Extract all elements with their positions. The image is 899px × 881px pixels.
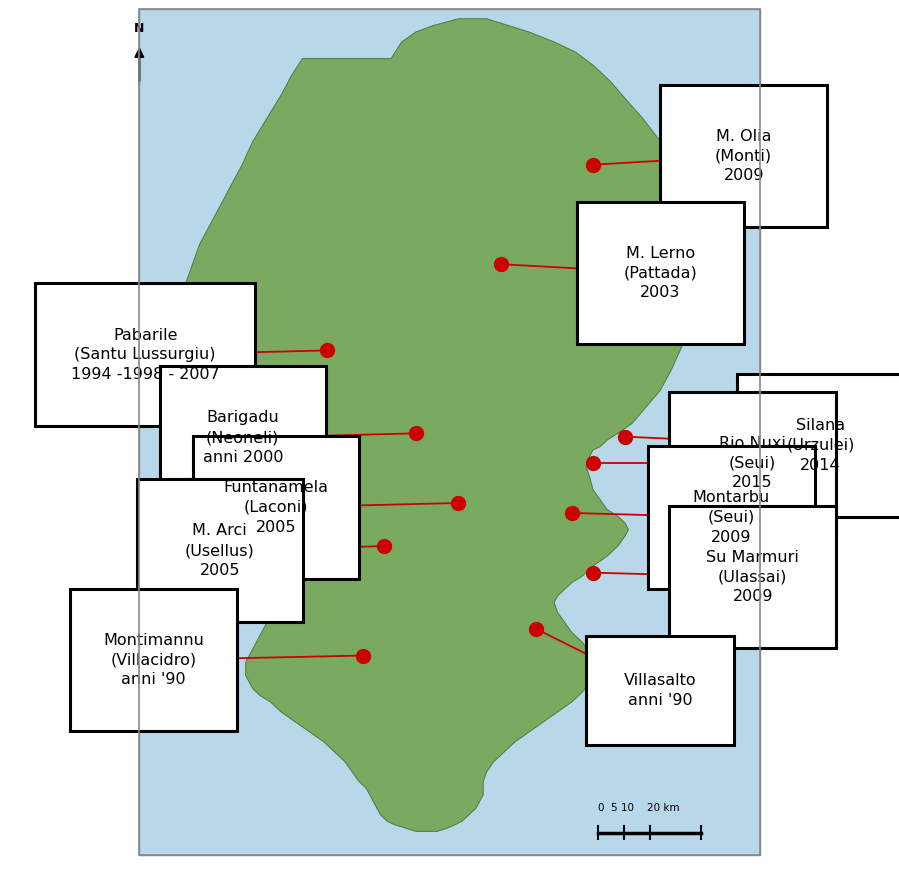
Point	[586, 158, 601, 172]
FancyBboxPatch shape	[586, 636, 734, 745]
Text: Barigadu
(Neoneli)
anni 2000: Barigadu (Neoneli) anni 2000	[202, 411, 283, 465]
Point	[355, 648, 369, 663]
Point	[586, 566, 601, 580]
FancyBboxPatch shape	[577, 202, 743, 344]
Point	[565, 506, 579, 520]
Point	[409, 426, 423, 440]
Bar	[139, 9, 760, 855]
Text: M. Lerno
(Pattada)
2003: M. Lerno (Pattada) 2003	[624, 246, 698, 300]
Text: Su Marmuri
(Ulassai)
2009: Su Marmuri (Ulassai) 2009	[707, 550, 799, 604]
Point	[530, 622, 544, 636]
Point	[494, 257, 508, 271]
FancyBboxPatch shape	[670, 506, 836, 648]
Point	[451, 496, 466, 510]
FancyBboxPatch shape	[670, 392, 836, 535]
Polygon shape	[174, 19, 699, 832]
Text: Rio Nuxi
(Seui)
2015: Rio Nuxi (Seui) 2015	[719, 436, 786, 491]
Text: M. Olia
(Monti)
2009: M. Olia (Monti) 2009	[715, 129, 772, 183]
FancyBboxPatch shape	[737, 374, 899, 517]
Text: Funtanamela
(Laconi)
2005: Funtanamela (Laconi) 2005	[224, 480, 329, 535]
Bar	[139, 9, 760, 855]
FancyBboxPatch shape	[70, 589, 236, 731]
Point	[586, 456, 601, 470]
FancyBboxPatch shape	[661, 85, 827, 227]
Text: N: N	[134, 22, 145, 35]
Point	[377, 539, 391, 553]
Text: Pabarile
(Santu Lussurgiu)
1994 -1998 - 2007: Pabarile (Santu Lussurgiu) 1994 -1998 - …	[71, 328, 219, 382]
Text: M. Arci
(Usellus)
2005: M. Arci (Usellus) 2005	[185, 523, 254, 578]
Text: Montimannu
(Villacidro)
anni '90: Montimannu (Villacidro) anni '90	[103, 633, 204, 687]
FancyBboxPatch shape	[35, 284, 255, 426]
FancyBboxPatch shape	[648, 446, 814, 589]
Text: Villasalto
anni '90: Villasalto anni '90	[624, 673, 696, 708]
Text: Montarbu
(Seui)
2009: Montarbu (Seui) 2009	[693, 490, 770, 544]
Point	[618, 430, 632, 444]
FancyBboxPatch shape	[160, 366, 326, 509]
FancyBboxPatch shape	[137, 479, 303, 622]
Text: 0  5 10    20 km: 0 5 10 20 km	[598, 803, 680, 813]
Point	[320, 344, 334, 358]
Text: Silana
(Urzulei)
2014: Silana (Urzulei) 2014	[787, 418, 855, 473]
FancyBboxPatch shape	[193, 436, 360, 579]
